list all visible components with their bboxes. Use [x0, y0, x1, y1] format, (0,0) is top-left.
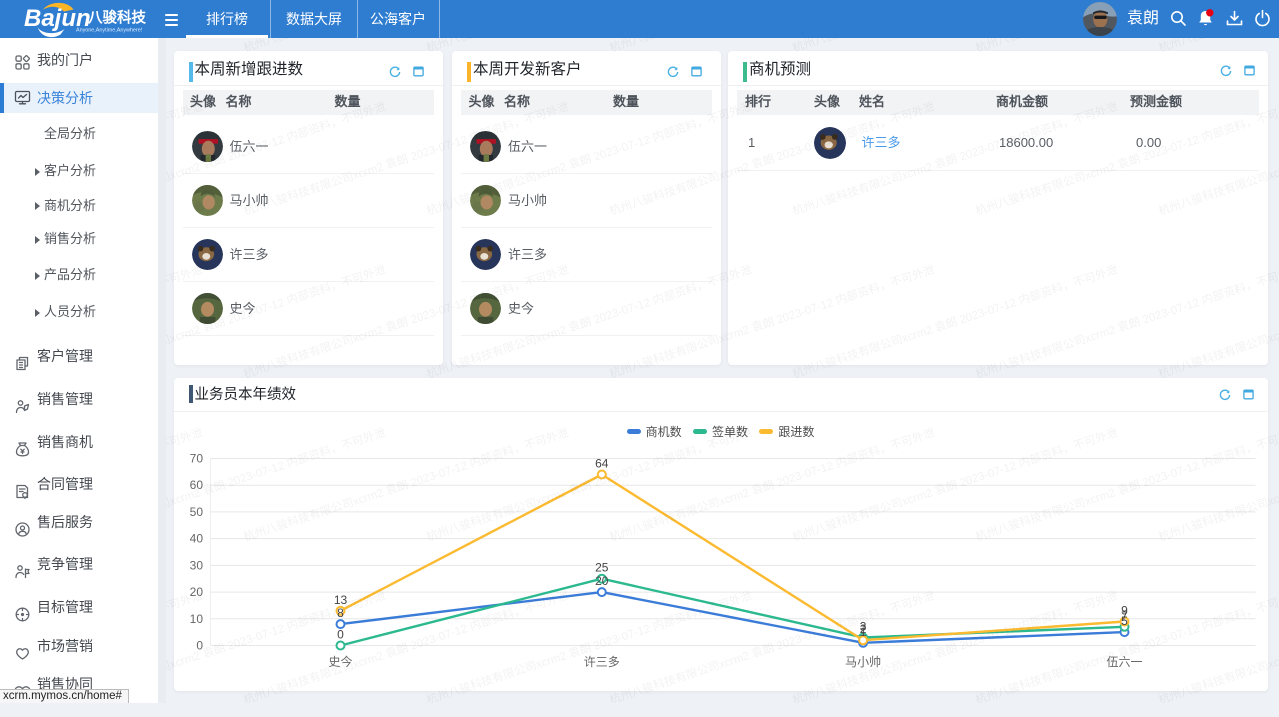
svg-text:八骏科技: 八骏科技	[87, 9, 146, 27]
svg-text:60: 60	[189, 478, 203, 492]
svg-text:0: 0	[196, 638, 203, 652]
svg-text:10: 10	[189, 611, 203, 625]
svg-text:1: 1	[859, 624, 866, 638]
svg-text:40: 40	[189, 531, 203, 545]
svg-text:0: 0	[337, 627, 344, 641]
svg-text:2: 2	[859, 622, 866, 636]
svg-text:Anyone,Anytime,Anywhere!: Anyone,Anytime,Anywhere!	[76, 28, 143, 34]
svg-text:7: 7	[1121, 608, 1128, 622]
svg-text:64: 64	[595, 456, 609, 470]
svg-text:50: 50	[189, 504, 203, 518]
svg-text:30: 30	[189, 558, 203, 572]
svg-text:Bajun: Bajun	[24, 5, 91, 32]
svg-text:13: 13	[333, 592, 347, 606]
svg-text:3: 3	[859, 619, 866, 633]
svg-text:20: 20	[595, 574, 609, 588]
svg-text:许三多: 许三多	[583, 655, 619, 669]
svg-text:25: 25	[595, 560, 609, 574]
svg-text:5: 5	[1121, 614, 1128, 628]
svg-text:70: 70	[189, 451, 203, 465]
svg-text:伍六一: 伍六一	[1106, 655, 1142, 669]
svg-text:8: 8	[337, 606, 344, 620]
svg-text:20: 20	[189, 585, 203, 599]
svg-text:史今: 史今	[328, 654, 352, 669]
svg-text:9: 9	[1121, 603, 1128, 617]
svg-text:马小帅: 马小帅	[845, 655, 881, 669]
